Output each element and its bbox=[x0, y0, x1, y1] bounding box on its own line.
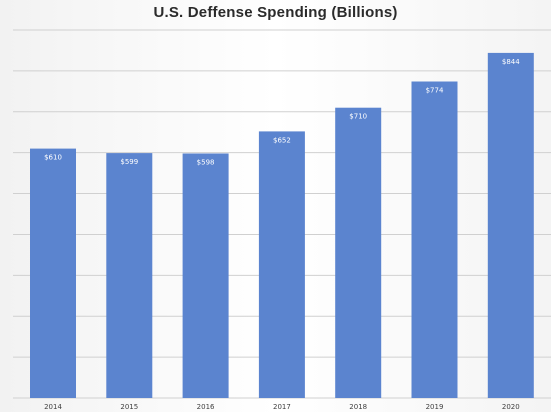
x-tick-label-2020: 2020 bbox=[502, 403, 520, 411]
bar-2019 bbox=[411, 81, 458, 398]
data-label-2016: $598 bbox=[197, 159, 215, 167]
x-tick-label-2014: 2014 bbox=[44, 403, 62, 411]
bar-2018 bbox=[335, 107, 382, 398]
bars bbox=[30, 52, 534, 399]
bar-2015 bbox=[106, 153, 153, 398]
bar-2014 bbox=[30, 148, 76, 398]
bar-2017 bbox=[258, 131, 305, 398]
x-tick-label-2019: 2019 bbox=[426, 403, 444, 411]
data-label-2020: $844 bbox=[502, 58, 520, 66]
data-label-2019: $774 bbox=[426, 87, 444, 95]
data-labels: $610 $599 $598 $652 $710 $774 $844 bbox=[44, 58, 520, 167]
x-tick-label-2017: 2017 bbox=[273, 403, 291, 411]
data-label-2018: $710 bbox=[349, 113, 367, 121]
x-tick-label-2018: 2018 bbox=[349, 403, 367, 411]
data-label-2015: $599 bbox=[120, 158, 138, 166]
bar-2020 bbox=[487, 52, 534, 399]
chart-title: U.S. Deffense Spending (Billions) bbox=[153, 4, 398, 21]
data-label-2017: $652 bbox=[273, 136, 291, 144]
x-tick-label-2015: 2015 bbox=[120, 403, 138, 411]
bar-2016 bbox=[182, 153, 229, 398]
data-label-2014: $610 bbox=[44, 154, 62, 162]
x-tick-label-2016: 2016 bbox=[197, 403, 215, 411]
x-tick-labels: 2014 2015 2016 2017 2018 2019 2020 bbox=[44, 403, 520, 411]
